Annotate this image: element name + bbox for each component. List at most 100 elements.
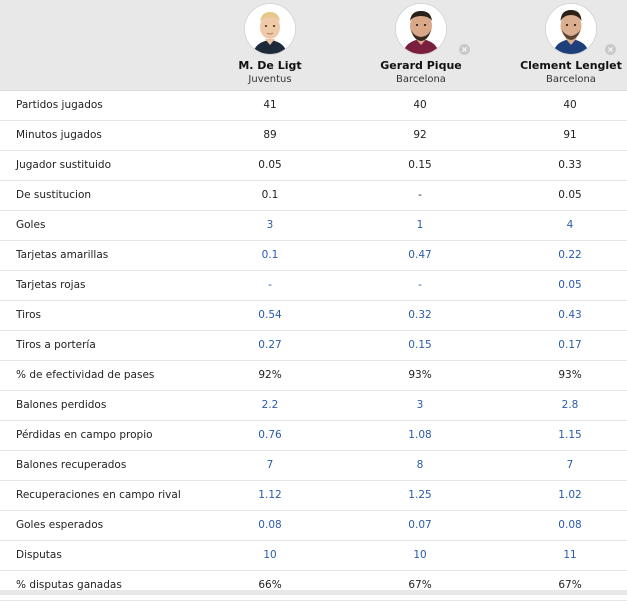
stat-value-player-1: 92% <box>258 369 282 381</box>
stat-value-player-2: 93% <box>408 369 432 381</box>
stat-row: Balones recuperados 7 8 7 <box>0 451 627 481</box>
stat-label: Goles <box>16 219 46 231</box>
stat-row: Tiros 0.54 0.32 0.43 <box>0 301 627 331</box>
stat-value-player-3: 2.8 <box>561 399 579 411</box>
stat-value-player-1: 41 <box>263 99 277 111</box>
stat-value-player-1: 0.27 <box>258 339 282 351</box>
stat-label: Tarjetas rojas <box>16 279 86 291</box>
stat-label: Partidos jugados <box>16 99 103 111</box>
stat-value-player-3: 0.05 <box>558 279 582 291</box>
player-comparison-header: M. De Ligt Juventus × Gerard Pique Barce… <box>0 0 627 91</box>
stat-label: Balones perdidos <box>16 399 107 411</box>
stat-value-player-1: 0.1 <box>261 189 279 201</box>
stat-value-player-3: 40 <box>563 99 577 111</box>
stat-value-player-2: 1.08 <box>408 429 432 441</box>
stat-label: Minutos jugados <box>16 129 102 141</box>
stat-value-player-2: 0.15 <box>408 339 432 351</box>
player-photo-icon <box>546 4 596 54</box>
stat-value-player-2: 92 <box>413 129 427 141</box>
bottom-divider <box>0 590 627 595</box>
player-team: Juventus <box>248 74 292 85</box>
stat-value-player-1: 0.54 <box>258 309 282 321</box>
stat-row: Tiros a portería 0.27 0.15 0.17 <box>0 331 627 361</box>
stat-value-player-1: 2.2 <box>261 399 279 411</box>
stat-value-player-2: 10 <box>413 549 427 561</box>
stat-label: Balones recuperados <box>16 459 127 471</box>
stat-row: Minutos jugados 89 92 91 <box>0 121 627 151</box>
stat-row: Pérdidas en campo propio 0.76 1.08 1.15 <box>0 421 627 451</box>
stat-value-player-2: 0.47 <box>408 249 432 261</box>
stat-row: Disputas 10 10 11 <box>0 541 627 571</box>
stat-value-player-3: 1.15 <box>558 429 582 441</box>
stat-value-player-1: 3 <box>266 219 274 231</box>
stat-row: Tarjetas amarillas 0.1 0.47 0.22 <box>0 241 627 271</box>
stat-value-player-3: 0.17 <box>558 339 582 351</box>
stat-row: Goles 3 1 4 <box>0 211 627 241</box>
stat-value-player-1: 0.76 <box>258 429 282 441</box>
close-icon: × <box>461 45 468 54</box>
avatar[interactable] <box>396 4 446 54</box>
stat-row: Tarjetas rojas - - 0.05 <box>0 271 627 301</box>
stat-row: Goles esperados 0.08 0.07 0.08 <box>0 511 627 541</box>
stat-row: Balones perdidos 2.2 3 2.8 <box>0 391 627 421</box>
stat-value-player-2: 8 <box>416 459 424 471</box>
stat-label: Recuperaciones en campo rival <box>16 489 181 501</box>
stat-value-player-1: 66% <box>258 579 282 591</box>
avatar[interactable] <box>245 4 295 54</box>
stat-value-player-3: 11 <box>563 549 577 561</box>
remove-player-button[interactable]: × <box>459 44 470 55</box>
stat-value-player-2: 40 <box>413 99 427 111</box>
stat-value-player-1: 7 <box>266 459 274 471</box>
stat-row: % de efectividad de pases 92% 93% 93% <box>0 361 627 391</box>
stat-value-player-3: 4 <box>566 219 574 231</box>
stat-label: Disputas <box>16 549 62 561</box>
stat-value-player-2: 0.15 <box>408 159 432 171</box>
stats-table: Partidos jugados 41 40 40 Minutos jugados 89 9… <box>0 91 627 601</box>
stat-value-player-2: 0.07 <box>408 519 432 531</box>
stat-value-player-3: 0.08 <box>558 519 582 531</box>
stat-value-player-2: 0.32 <box>408 309 432 321</box>
player-column-3[interactable]: × Clement Lenglet Barcelona <box>516 0 626 86</box>
stat-value-player-1: 1.12 <box>258 489 282 501</box>
stat-value-player-1: 10 <box>263 549 277 561</box>
stat-label: De sustitucion <box>16 189 92 201</box>
stat-value-player-3: 67% <box>558 579 582 591</box>
stat-value-player-3: 93% <box>558 369 582 381</box>
close-icon: × <box>607 45 614 54</box>
stat-label: Tiros a portería <box>16 339 96 351</box>
stat-label: Tarjetas amarillas <box>16 249 109 261</box>
stat-value-player-3: 0.33 <box>558 159 582 171</box>
stat-value-player-3: 0.05 <box>558 189 582 201</box>
stat-label: Pérdidas en campo propio <box>16 429 153 441</box>
remove-player-button[interactable]: × <box>605 44 616 55</box>
player-name[interactable]: M. De Ligt <box>238 59 302 72</box>
stat-row: Jugador sustituido 0.05 0.15 0.33 <box>0 151 627 181</box>
stat-value-player-2: 1 <box>416 219 424 231</box>
stat-value-player-3: 7 <box>566 459 574 471</box>
stat-label: % disputas ganadas <box>16 579 122 591</box>
player-team: Barcelona <box>396 74 446 85</box>
stat-value-player-2: 67% <box>408 579 432 591</box>
stat-row: De sustitucion 0.1 - 0.05 <box>0 181 627 211</box>
stat-value-player-1: - <box>268 279 272 291</box>
player-column-2[interactable]: × Gerard Pique Barcelona <box>366 0 476 86</box>
player-name[interactable]: Gerard Pique <box>380 59 462 72</box>
stat-value-player-1: 89 <box>263 129 277 141</box>
stat-value-player-2: 1.25 <box>408 489 432 501</box>
player-photo-icon <box>245 4 295 54</box>
player-column-1[interactable]: M. De Ligt Juventus <box>215 0 325 86</box>
stat-value-player-2: - <box>418 189 422 201</box>
player-photo-icon <box>396 4 446 54</box>
stat-label: % de efectividad de pases <box>16 369 155 381</box>
stat-value-player-3: 91 <box>563 129 577 141</box>
player-name[interactable]: Clement Lenglet <box>520 59 622 72</box>
stat-value-player-1: 0.1 <box>261 249 279 261</box>
stat-row: Recuperaciones en campo rival 1.12 1.25 1.0… <box>0 481 627 511</box>
stat-value-player-2: 3 <box>416 399 424 411</box>
stat-label: Goles esperados <box>16 519 104 531</box>
stat-value-player-2: - <box>418 279 422 291</box>
avatar[interactable] <box>546 4 596 54</box>
stat-value-player-3: 0.22 <box>558 249 582 261</box>
stat-label: Jugador sustituido <box>16 159 112 171</box>
stat-row: % disputas ganadas 66% 67% 67% <box>0 571 627 601</box>
